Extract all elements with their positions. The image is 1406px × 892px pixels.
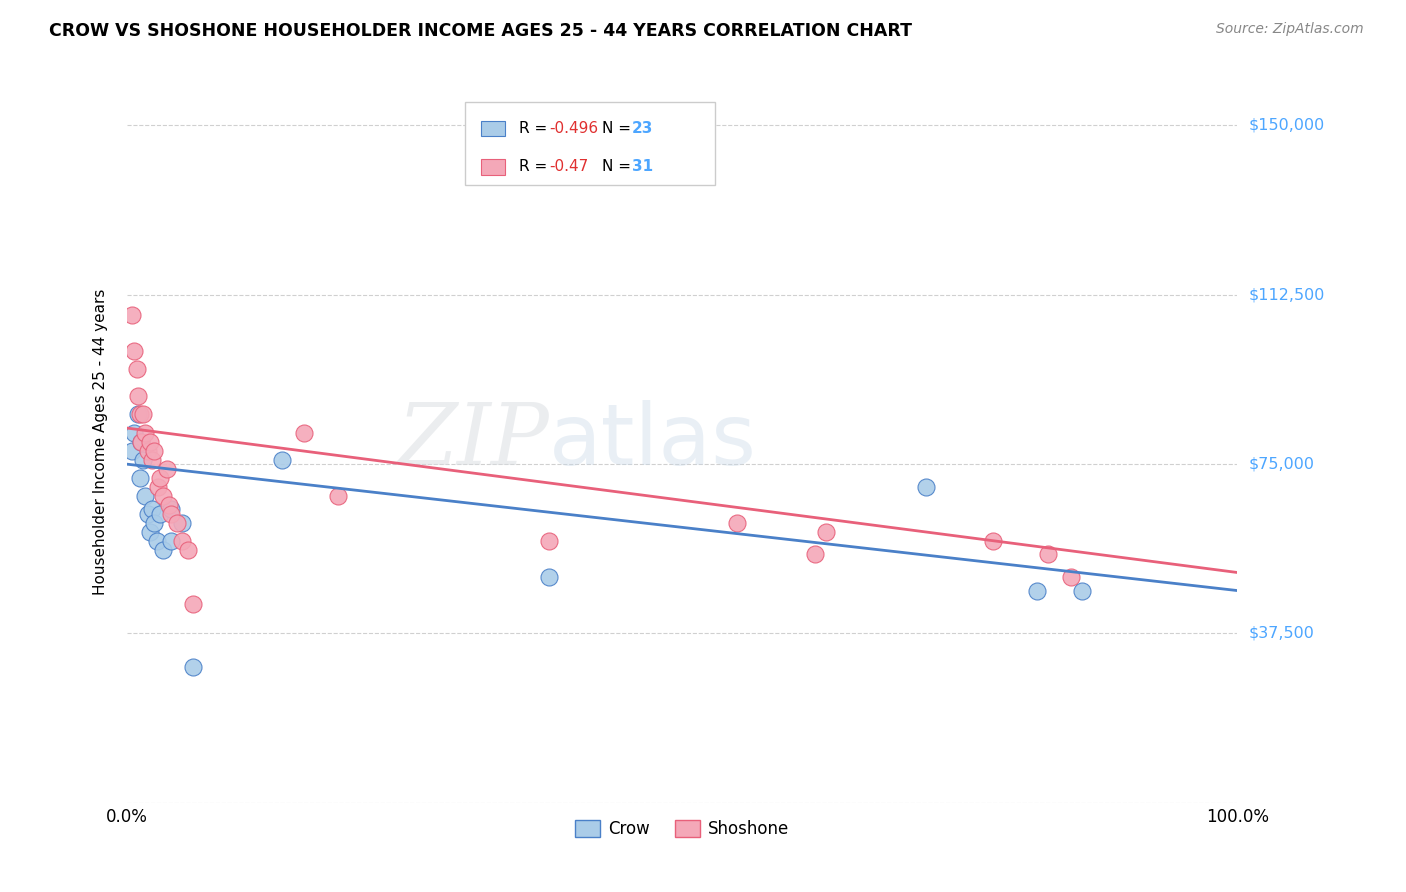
Text: $112,500: $112,500 [1249, 287, 1324, 302]
Point [141, 452, 163, 467]
Point [981, 533, 1004, 548]
Y-axis label: Householder Income Ages 25 - 44 years: Householder Income Ages 25 - 44 years [93, 288, 108, 595]
Point [152, 542, 174, 557]
Point [129, 434, 152, 449]
Bar [465, 102, 716, 185]
Point [124, 344, 146, 359]
Point [152, 489, 174, 503]
Text: $150,000: $150,000 [1249, 118, 1324, 133]
Point [121, 308, 143, 322]
Point [157, 498, 180, 512]
Point [136, 443, 159, 458]
Point [172, 516, 194, 530]
Text: CROW VS SHOSHONE HOUSEHOLDER INCOME AGES 25 - 44 YEARS CORRELATION CHART: CROW VS SHOSHONE HOUSEHOLDER INCOME AGES… [49, 22, 912, 40]
Point [149, 470, 172, 484]
Point [326, 489, 349, 503]
Point [172, 533, 194, 548]
Point [537, 533, 560, 548]
Legend: Crow, Shoshone: Crow, Shoshone [568, 814, 796, 845]
Point [141, 502, 163, 516]
Point [124, 425, 146, 440]
Point [915, 480, 938, 494]
Point [125, 362, 148, 376]
Text: $37,500: $37,500 [1249, 626, 1315, 641]
Point [128, 470, 150, 484]
Point [128, 408, 150, 422]
Point [129, 434, 152, 449]
Point [1070, 583, 1092, 598]
Point [1026, 583, 1049, 598]
Point [134, 489, 156, 503]
Text: 31: 31 [631, 160, 652, 174]
Bar [481, 120, 505, 136]
Text: N =: N = [602, 160, 631, 174]
Point [160, 533, 183, 548]
Point [815, 524, 838, 539]
Point [166, 516, 188, 530]
Text: -0.496: -0.496 [550, 121, 599, 136]
Text: N =: N = [602, 121, 631, 136]
Text: -0.47: -0.47 [550, 160, 589, 174]
Point [176, 542, 198, 557]
Point [136, 507, 159, 521]
Point [160, 507, 183, 521]
Point [139, 524, 162, 539]
Bar [481, 159, 505, 175]
Point [155, 461, 177, 475]
Point [132, 408, 155, 422]
Point [143, 443, 166, 458]
Point [145, 533, 167, 548]
Text: R =: R = [519, 121, 547, 136]
Point [181, 660, 204, 674]
Point [1060, 570, 1083, 584]
Point [134, 425, 156, 440]
Text: $75,000: $75,000 [1249, 457, 1315, 472]
Point [160, 502, 183, 516]
Point [727, 516, 749, 530]
Text: ZIP: ZIP [396, 401, 548, 483]
Point [139, 434, 162, 449]
Point [127, 389, 149, 403]
Text: Source: ZipAtlas.com: Source: ZipAtlas.com [1216, 22, 1364, 37]
Point [127, 408, 149, 422]
Point [143, 516, 166, 530]
Point [537, 570, 560, 584]
Point [1038, 548, 1060, 562]
Point [181, 597, 204, 611]
Point [292, 425, 315, 440]
Point [146, 480, 169, 494]
Point [149, 507, 172, 521]
Point [121, 443, 143, 458]
Point [271, 452, 294, 467]
Point [132, 452, 155, 467]
Point [804, 548, 827, 562]
Text: R =: R = [519, 160, 547, 174]
Text: 23: 23 [631, 121, 654, 136]
Text: atlas: atlas [548, 400, 756, 483]
